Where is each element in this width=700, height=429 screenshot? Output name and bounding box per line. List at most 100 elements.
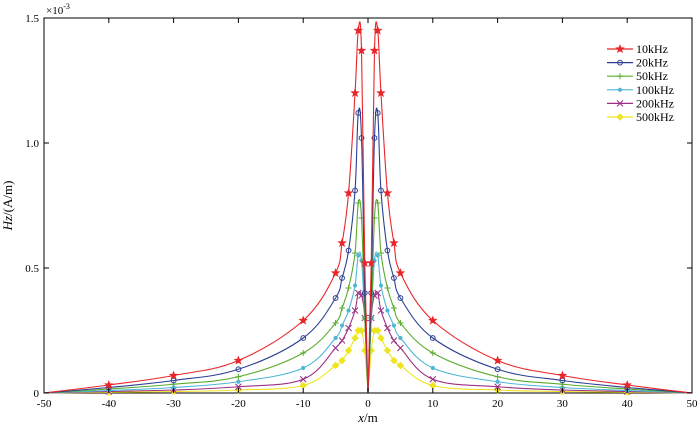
x-tick-label: 0 [365,398,371,410]
data-point [385,308,390,313]
data-point [376,87,386,98]
legend-label: 500kHz [636,110,674,124]
data-point [430,365,435,371]
data-point [397,320,404,326]
data-point [622,379,632,390]
data-point [235,373,242,380]
data-point [429,375,437,383]
data-point [355,110,362,116]
data-point [494,366,501,373]
data-point [355,200,362,206]
data-point [343,187,354,198]
data-point [350,87,360,98]
x-tick-label: -40 [101,398,116,410]
data-point [345,285,352,291]
data-point [352,187,358,194]
data-point [345,247,352,254]
data-point [557,370,568,380]
data-point [429,350,436,356]
series-500kHz [43,326,693,396]
data-point [233,355,244,365]
x-tick-label: -30 [166,398,181,410]
x-tick-label: 50 [687,398,699,410]
y-axis-label: Hz/(A/m) [0,181,15,232]
data-point [397,295,404,301]
series-line [367,198,693,394]
data-point [377,334,385,342]
x-tick-label: -50 [37,398,52,410]
data-point [378,187,384,194]
legend-label: 50kHz [636,69,668,83]
data-point [236,379,241,384]
series-layer [43,21,693,396]
x-tick-label: -20 [231,398,246,410]
data-point [377,307,385,314]
data-point [332,344,339,352]
y-tick-label: 0 [34,388,40,400]
data-point [104,379,114,390]
legend-label: 200kHz [636,96,674,110]
data-point [351,307,359,314]
data-point [330,267,341,278]
data-point [559,381,566,388]
legend-item: 500kHz [607,110,674,124]
data-point [390,356,398,365]
x-tick-label: 20 [492,398,504,410]
data-point [377,250,384,256]
data-point [361,315,368,321]
series-line [43,198,369,394]
data-point [369,45,380,55]
series-line [367,328,693,394]
data-point [299,381,307,390]
data-point [429,335,436,341]
data-point [384,285,391,291]
data-point [615,43,625,54]
data-point [358,135,365,141]
data-point [374,289,382,297]
data-point [339,323,345,328]
legend-label: 20kHz [636,56,668,70]
data-point [389,237,399,248]
data-point [339,305,346,311]
data-point [354,289,362,297]
plot-frame [43,17,693,394]
data-point [398,335,403,341]
data-point [375,253,380,258]
data-point [494,373,501,380]
data-point [337,237,347,248]
data-point [494,383,501,391]
data-point [384,247,391,254]
data-point [332,295,339,301]
ticks-layer: -50 -40 -30 -20 -10 0 10 20 30 40 50 0 0.5 1.0 1.5 [25,13,698,410]
series-100kHz [43,251,693,394]
data-point [617,87,623,92]
data-point [371,135,378,141]
data-point [345,324,352,332]
data-point [346,308,351,313]
data-point [559,377,566,384]
legend-item: 50kHz [607,69,668,83]
data-point [168,370,179,380]
data-point [338,356,346,365]
series-line [367,107,693,394]
x-tick-label: 30 [557,398,569,410]
data-point [617,59,623,66]
data-point [368,315,375,321]
data-point [383,346,392,355]
series-10kHz [43,21,693,394]
data-point [344,346,353,355]
data-point [391,323,397,328]
legend-item: 100kHz [607,83,674,97]
data-point [235,383,242,391]
data-point [298,315,308,325]
data-point [397,344,404,352]
legend-item: 20kHz [607,56,668,70]
series-20kHz [43,107,693,394]
data-point [395,267,406,278]
data-point [353,25,364,35]
data-point [616,100,624,107]
y-tick-label: 1.0 [25,138,39,150]
data-point [429,381,437,390]
